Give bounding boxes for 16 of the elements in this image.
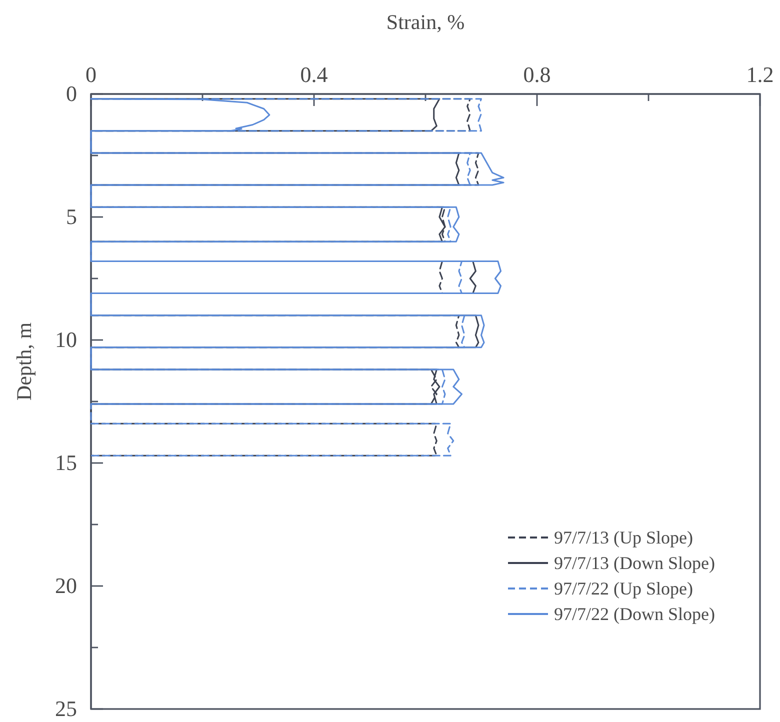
y-tick-label: 15 (55, 450, 77, 476)
y-axis-title: Depth, m (12, 322, 36, 401)
legend-label: 97/7/13 (Up Slope) (554, 528, 693, 548)
legend-label: 97/7/13 (Down Slope) (554, 553, 715, 573)
x-tick-label: 0 (86, 62, 96, 87)
x-tick-label: 1.2 (746, 62, 774, 87)
y-tick-label: 20 (55, 573, 77, 598)
x-tick-label: 0.8 (523, 62, 551, 87)
x-tick-label: 0.4 (300, 62, 328, 87)
y-tick-label: 5 (66, 204, 77, 230)
legend-label: 97/7/22 (Up Slope) (554, 578, 693, 598)
y-tick-label: 25 (55, 696, 77, 722)
x-axis-title: Strain, % (386, 10, 465, 34)
legend-label: 97/7/22 (Down Slope) (554, 604, 715, 624)
y-tick-label: 0 (66, 81, 77, 106)
y-tick-label: 10 (55, 327, 77, 352)
